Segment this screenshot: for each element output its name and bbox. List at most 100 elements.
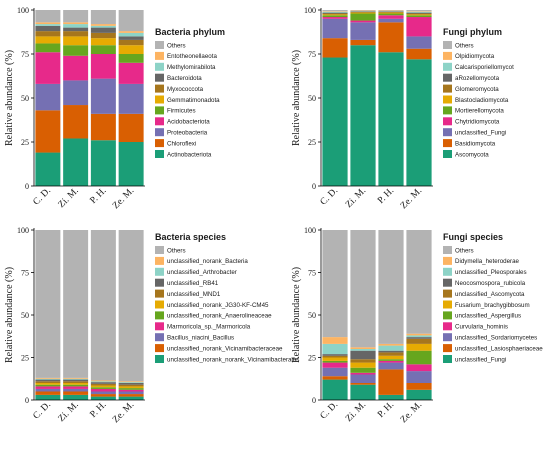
- bar-segment-1-4-10: [118, 31, 144, 33]
- legend-swatch: [443, 344, 452, 353]
- legend-swatch: [155, 278, 164, 287]
- bar-segment-1-3-7: [90, 32, 116, 39]
- legend-label: unclassified_Arthrobacter: [167, 269, 237, 276]
- bar-segment-1-4-6: [118, 45, 144, 54]
- x-tick-label: Ze. M.: [399, 186, 424, 211]
- x-tick-label: Zi. M.: [344, 400, 368, 424]
- legend-swatch: [155, 41, 164, 49]
- x-tick-label: Ze. M.: [111, 186, 136, 211]
- bar-segment-1-1-9: [35, 24, 61, 26]
- bar-segment-4-4-8: [406, 337, 432, 339]
- bar-segment-4-1-2: [322, 376, 348, 380]
- bar-segment-2-4-6: [406, 14, 432, 16]
- bar-segment-3-3-8: [90, 382, 116, 384]
- legend-label: Basidiomycota: [455, 140, 496, 147]
- y-axis-label: Relative abundance (%): [4, 267, 15, 363]
- bar-segment-2-3-3: [378, 18, 404, 23]
- bar-segment-1-2-7: [63, 31, 89, 37]
- legend-label: unclassified_Fungi: [455, 130, 506, 137]
- bar-segment-2-2-6: [350, 12, 376, 14]
- y-tick-label: 0: [312, 182, 316, 191]
- legend-label: Others: [455, 247, 474, 254]
- bar-segment-3-2-3: [63, 388, 89, 392]
- legend-label: unclassified_MND1: [167, 291, 221, 298]
- bar-segment-1-3-4: [90, 54, 116, 79]
- legend-swatch: [155, 128, 164, 137]
- legend-label: Curvularia_hominis: [455, 324, 508, 331]
- bar-segment-3-2-7: [63, 381, 89, 383]
- bar-segment-3-4-8: [118, 383, 144, 385]
- x-tick-label: Ze. M.: [399, 400, 424, 425]
- bar-segment-1-4-2: [118, 113, 144, 142]
- y-axis-label: Relative abundance (%): [4, 50, 15, 146]
- y-tick-label: 25: [21, 353, 29, 362]
- legend-label: unclassified_RB41: [167, 280, 219, 287]
- legend-label: unclassified_norank_Bacteria: [167, 258, 248, 265]
- legend-label: unclassified_norank_Vicinamibacteraceae: [167, 345, 283, 352]
- legend-label: Glomeromycota: [455, 86, 499, 93]
- legend-swatch: [443, 150, 452, 158]
- bar-segment-1-1-11: [35, 10, 61, 23]
- bar-segment-3-1-2: [35, 391, 61, 395]
- bar-segment-1-2-8: [63, 27, 89, 32]
- bar-segment-2-1-4: [322, 17, 348, 19]
- bar-segment-1-2-2: [63, 105, 89, 139]
- bar-segment-1-3-2: [90, 113, 116, 141]
- legend-swatch: [155, 106, 164, 115]
- legend-label: Neocosmospora_rubicola: [455, 280, 526, 287]
- legend-label: unclassified_Ascomycota: [455, 291, 525, 298]
- bar-segment-2-4-7: [406, 13, 432, 15]
- legend-swatch: [155, 150, 164, 158]
- y-tick-label: 25: [308, 138, 316, 147]
- bar-segment-3-1-8: [35, 379, 61, 382]
- bar-segment-2-1-10: [322, 11, 348, 12]
- chart-panel-4: 0 25 50 75 100 Relative abundance (%) C. D. Zi.…: [291, 226, 543, 425]
- bar-segment-1-1-8: [35, 25, 61, 32]
- y-tick-label: 100: [17, 226, 29, 235]
- legend-swatch: [443, 41, 452, 49]
- bar-segment-1-3-8: [90, 27, 116, 33]
- legend-swatch: [155, 73, 164, 82]
- bar-segment-4-1-10: [322, 337, 348, 344]
- bar-segment-1-4-8: [118, 36, 144, 40]
- bar-segment-4-1-8: [322, 354, 348, 356]
- bar-segment-1-4-7: [118, 39, 144, 46]
- bar-segment-2-2-7: [350, 11, 376, 13]
- bar-segment-4-1-6: [322, 357, 348, 361]
- bar-segment-4-4-6: [406, 343, 432, 351]
- legend-swatch: [443, 128, 452, 137]
- bar-segment-1-4-9: [118, 32, 144, 37]
- legend-label: Didymella_heteroderae: [455, 258, 520, 265]
- legend-label: Chloroflexi: [167, 140, 196, 147]
- legend-swatch: [155, 139, 164, 148]
- legend-label: Myxococcota: [167, 86, 204, 93]
- bar-segment-4-3-1: [378, 394, 404, 400]
- bar-segment-3-4-10: [118, 381, 144, 383]
- bar-segment-2-1-1: [322, 57, 348, 186]
- bar-segment-3-3-10: [90, 380, 116, 382]
- bar-segment-4-2-7: [350, 359, 376, 363]
- legend-label: Entotheonellaeota: [167, 53, 217, 60]
- legend-swatch: [155, 95, 164, 104]
- legend-label: unclassified_Lasiosphaeriaceae: [455, 345, 543, 352]
- legend-swatch: [155, 256, 164, 265]
- y-tick-label: 75: [308, 268, 316, 277]
- legend-label: unclassified_Aspergillus: [455, 313, 521, 320]
- legend-swatch: [443, 289, 452, 298]
- legend-label: unclassified_Fungi: [455, 356, 506, 363]
- legend-label: Ascomycota: [455, 151, 489, 158]
- legend-swatch: [443, 51, 452, 60]
- legend-label: Calcarisporiellomycot: [455, 64, 514, 71]
- bar-segment-2-1-9: [322, 11, 348, 13]
- bar-segment-4-4-2: [406, 383, 432, 390]
- bar-segment-1-3-10: [90, 24, 116, 26]
- y-tick-label: 100: [304, 226, 316, 235]
- bar-segment-1-3-9: [90, 25, 116, 28]
- bar-segment-2-2-1: [350, 45, 376, 187]
- bar-segment-4-1-3: [322, 367, 348, 377]
- bar-segment-2-3-6: [378, 12, 404, 14]
- legend-label: unclassified_norank_Anaerolineaceae: [167, 313, 272, 320]
- legend-label: unclassified_Sordariomycetes: [455, 335, 537, 342]
- bar-segment-1-1-4: [35, 52, 61, 84]
- bar-segment-4-2-9: [350, 349, 376, 351]
